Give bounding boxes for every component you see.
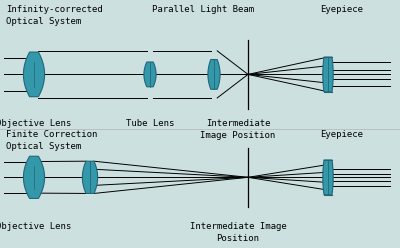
Polygon shape (144, 62, 156, 87)
Polygon shape (82, 161, 98, 193)
Text: Objective Lens: Objective Lens (0, 119, 72, 128)
Text: Eyepiece: Eyepiece (320, 5, 363, 14)
Text: Parallel Light Beam: Parallel Light Beam (152, 5, 254, 14)
Text: Finite Correction
Optical System: Finite Correction Optical System (6, 130, 97, 151)
Polygon shape (323, 57, 333, 92)
Text: Intermediate Image
Position: Intermediate Image Position (190, 222, 286, 243)
Text: Infinity-corrected
Optical System: Infinity-corrected Optical System (6, 5, 103, 26)
Polygon shape (208, 60, 220, 89)
Polygon shape (323, 160, 333, 195)
Text: Objective Lens: Objective Lens (0, 222, 72, 231)
Polygon shape (24, 52, 44, 97)
Text: Tube Lens: Tube Lens (126, 119, 174, 128)
Polygon shape (24, 156, 44, 198)
Text: Eyepiece: Eyepiece (320, 130, 363, 139)
Text: Intermediate
Image Position: Intermediate Image Position (200, 119, 276, 140)
